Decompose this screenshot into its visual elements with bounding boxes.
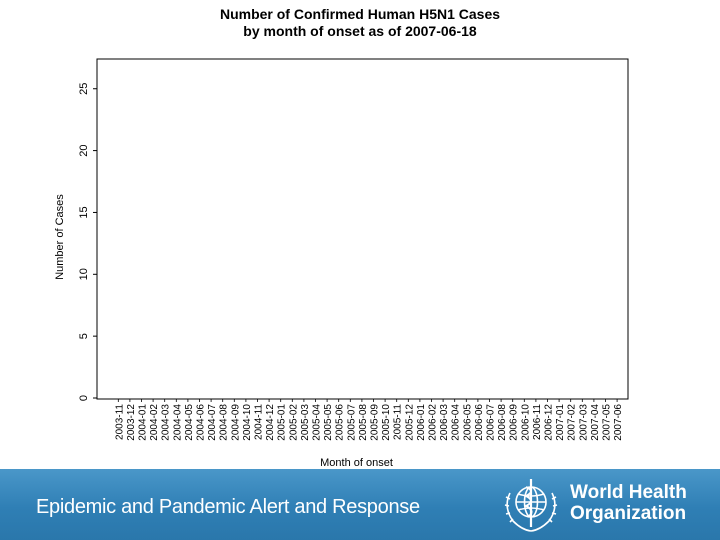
x-tick-label: 2005-04 bbox=[312, 404, 323, 441]
y-tick-label: 0 bbox=[78, 395, 90, 401]
x-tick-label: 2006-01 bbox=[416, 404, 427, 441]
x-tick-label: 2005-09 bbox=[370, 404, 381, 441]
x-tick-label: 2006-06 bbox=[474, 404, 485, 441]
y-tick-label: 10 bbox=[78, 268, 90, 280]
x-tick-label: 2003-11 bbox=[114, 404, 125, 440]
x-tick-label: 2007-03 bbox=[578, 404, 589, 441]
x-tick-label: 2005-10 bbox=[381, 404, 392, 441]
x-tick-label: 2004-01 bbox=[138, 404, 149, 441]
chart-title: Number of Confirmed Human H5N1 Cases by … bbox=[0, 6, 720, 40]
chart-title-line1: Number of Confirmed Human H5N1 Cases bbox=[219, 6, 501, 22]
x-tick-label: 2006-11 bbox=[532, 404, 543, 440]
x-tick-label: 2006-04 bbox=[451, 404, 462, 441]
x-tick-label: 2005-11 bbox=[393, 404, 404, 440]
x-tick-label: 2006-10 bbox=[520, 404, 531, 441]
x-tick-label: 2005-01 bbox=[277, 404, 288, 441]
y-axis-label: Number of Cases bbox=[54, 194, 66, 280]
footer-banner-text: Epidemic and Pandemic Alert and Response bbox=[36, 496, 420, 518]
x-tick-label: 2006-08 bbox=[497, 404, 508, 441]
x-tick-label: 2007-05 bbox=[602, 404, 613, 441]
y-tick-label: 25 bbox=[78, 83, 90, 95]
x-tick-label: 2004-04 bbox=[172, 404, 183, 441]
who-name: World Health Organization bbox=[570, 482, 687, 524]
x-tick-label: 2005-02 bbox=[288, 404, 299, 441]
x-tick-label: 2006-05 bbox=[462, 404, 473, 441]
stacked-bar-chart: Azerbaijan (8)Cambodia (7)China (25)Djib… bbox=[54, 58, 629, 469]
x-tick-label: 2005-12 bbox=[404, 404, 415, 441]
x-axis-label: Month of onset bbox=[320, 457, 393, 469]
x-tick-label: 2007-04 bbox=[590, 404, 601, 441]
x-tick-label: 2006-12 bbox=[544, 404, 555, 441]
x-tick-label: 2005-08 bbox=[358, 404, 369, 441]
x-tick-label: 2004-08 bbox=[219, 404, 230, 441]
y-tick-label: 20 bbox=[78, 144, 90, 156]
x-tick-label: 2007-02 bbox=[567, 404, 578, 441]
x-tick-label: 2004-11 bbox=[254, 404, 265, 440]
x-tick-label: 2007-01 bbox=[555, 404, 566, 441]
y-tick-label: 5 bbox=[78, 333, 90, 339]
x-tick-label: 2004-05 bbox=[184, 404, 195, 441]
who-emblem-icon bbox=[504, 479, 558, 532]
x-tick-label: 2004-03 bbox=[161, 404, 172, 441]
x-tick-label: 2006-03 bbox=[439, 404, 450, 441]
x-tick-label: 2004-02 bbox=[149, 404, 160, 441]
x-tick-label: 2005-05 bbox=[323, 404, 334, 441]
footer-banner: Epidemic and Pandemic Alert and Response… bbox=[0, 469, 720, 540]
who-name-line1: World Health bbox=[570, 482, 687, 503]
x-tick-label: 2003-12 bbox=[126, 404, 137, 441]
x-tick-label: 2004-10 bbox=[242, 404, 253, 441]
x-tick-label: 2006-07 bbox=[486, 404, 497, 441]
x-tick-label: 2004-07 bbox=[207, 404, 218, 441]
x-tick-label: 2004-09 bbox=[230, 404, 241, 441]
x-tick-label: 2006-02 bbox=[428, 404, 439, 441]
x-tick-label: 2007-06 bbox=[613, 404, 624, 441]
x-tick-label: 2004-06 bbox=[196, 404, 207, 441]
x-tick-label: 2005-06 bbox=[335, 404, 346, 441]
plot-frame bbox=[96, 58, 629, 400]
x-tick-label: 2006-09 bbox=[509, 404, 520, 441]
axes: 0 5 10 15 20 25 Number of Cases Month of onset 2… bbox=[54, 58, 629, 469]
y-tick-label: 15 bbox=[78, 206, 90, 218]
x-tick-label: 2005-03 bbox=[300, 404, 311, 441]
x-tick-label: 2004-12 bbox=[265, 404, 276, 441]
x-tick-label: 2005-07 bbox=[346, 404, 357, 441]
who-name-line2: Organization bbox=[570, 503, 687, 524]
chart-title-line2: by month of onset as of 2007-06-18 bbox=[243, 23, 477, 39]
